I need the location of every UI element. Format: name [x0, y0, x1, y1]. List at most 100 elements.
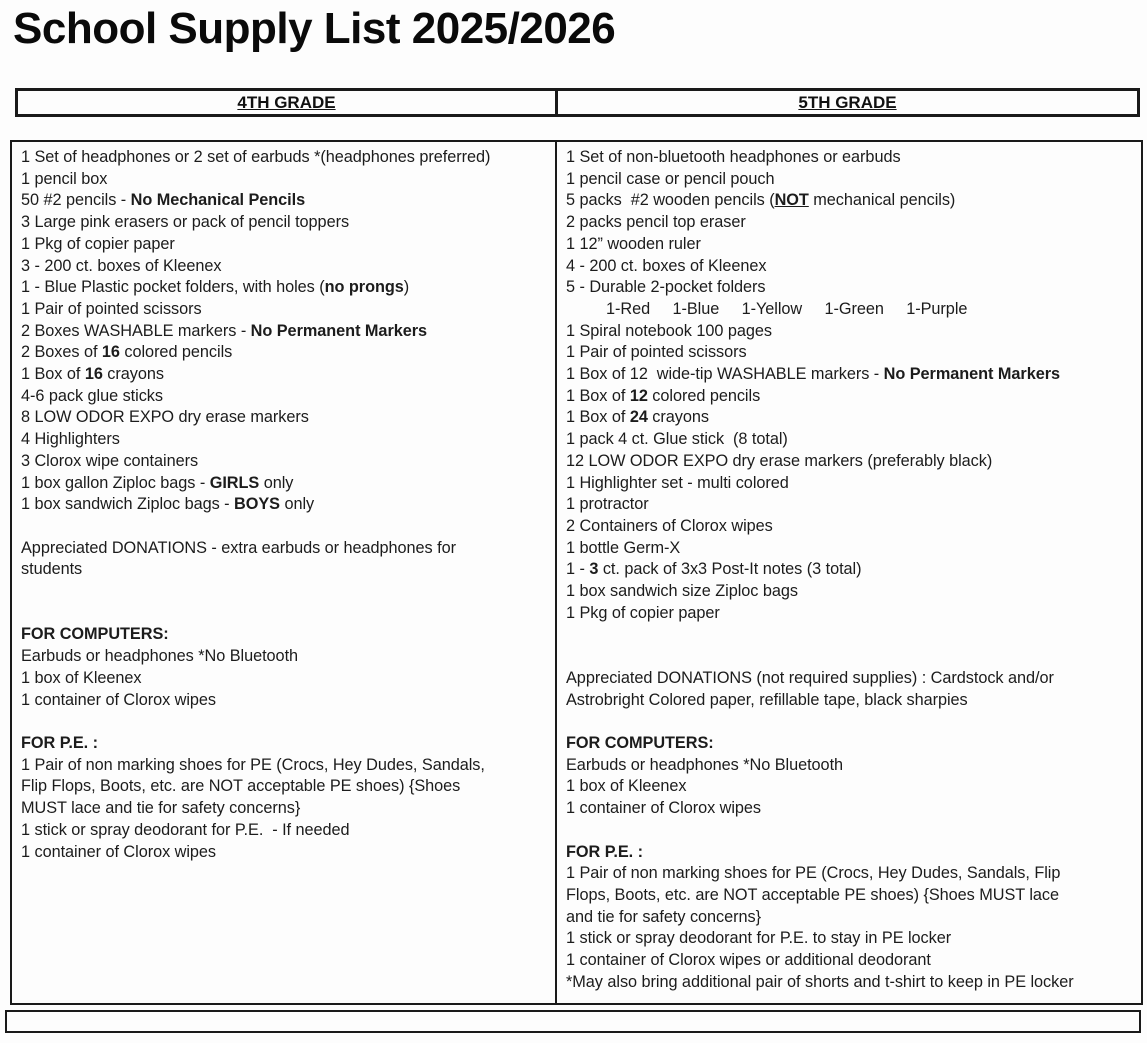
supply-line: 8 LOW ODOR EXPO dry erase markers	[21, 407, 547, 429]
grade5-column: 1 Set of non-bluetooth headphones or ear…	[557, 142, 1141, 1003]
supply-line: 1 box of Kleenex	[21, 668, 547, 690]
supply-line-segment: No Permanent Markers	[250, 321, 428, 340]
supply-line-segment: crayons	[102, 365, 164, 384]
supply-line-segment: 1 Box of	[21, 365, 85, 384]
supply-line-segment: 16	[101, 343, 120, 362]
supply-line: 1 pencil case or pencil pouch	[566, 169, 1133, 191]
supply-line: 1 Set of non-bluetooth headphones or ear…	[566, 147, 1133, 169]
supply-line	[566, 820, 1133, 842]
supply-line: 1 pack 4 ct. Glue stick (8 total)	[566, 429, 1133, 451]
supply-line-segment: 1 Box of	[566, 386, 630, 405]
supply-line-segment: only	[259, 473, 294, 492]
supply-line	[21, 711, 547, 733]
supply-line: 1 box gallon Ziploc bags - GIRLS only	[21, 473, 547, 495]
supply-line: 1 pencil box	[21, 169, 547, 191]
supply-line-segment: 5 packs #2 wooden pencils (	[566, 191, 775, 210]
supply-line: 5 packs #2 wooden pencils (NOT mechanica…	[566, 190, 1133, 212]
supply-line: 1 Pair of non marking shoes for PE (Croc…	[21, 755, 547, 777]
supply-line: 5 - Durable 2-pocket folders	[566, 277, 1133, 299]
supply-line-segment: 12	[629, 386, 648, 405]
supply-line-segment: 1 Pair of pointed scissors	[21, 299, 202, 318]
supply-line: *May also bring additional pair of short…	[566, 972, 1133, 994]
supply-line-segment: Flops, Boots, etc. are NOT acceptable PE…	[566, 885, 1060, 904]
supply-line: 1 container of Clorox wipes	[566, 798, 1133, 820]
supply-line-segment: 1 Pair of pointed scissors	[566, 343, 747, 362]
supply-line: 1 Pair of non marking shoes for PE (Croc…	[566, 863, 1133, 885]
supply-line: 1 container of Clorox wipes	[21, 690, 547, 712]
supply-line-segment: 1 container of Clorox wipes	[21, 690, 217, 709]
supply-line-segment: 4 Highlighters	[21, 430, 120, 449]
supply-line-segment: 1 Pkg of copier paper	[21, 234, 175, 253]
supply-line: 2 packs pencil top eraser	[566, 212, 1133, 234]
supply-line	[21, 581, 547, 603]
supply-line-segment: No Permanent Markers	[883, 365, 1061, 384]
supply-line: 1 container of Clorox wipes or additiona…	[566, 950, 1133, 972]
supply-line: Flops, Boots, etc. are NOT acceptable PE…	[566, 885, 1133, 907]
supply-line-segment: 2 Boxes WASHABLE markers -	[21, 321, 251, 340]
supply-line-segment: 4 - 200 ct. boxes of Kleenex	[566, 256, 767, 275]
supply-line: FOR P.E. :	[566, 842, 1133, 864]
supply-line-segment: 1 stick or spray deodorant for P.E. - If…	[21, 820, 350, 839]
supply-line: 1 bottle Germ-X	[566, 538, 1133, 560]
supply-line-segment: 1 stick or spray deodorant for P.E. to s…	[566, 929, 952, 948]
supply-line-segment: Astrobright Colored paper, refillable ta…	[566, 690, 968, 709]
supply-line-segment: Appreciated DONATIONS (not required supp…	[566, 668, 1054, 687]
supply-line: 4 - 200 ct. boxes of Kleenex	[566, 256, 1133, 278]
supply-line-segment: Flip Flops, Boots, etc. are NOT acceptab…	[21, 777, 461, 796]
supply-line-segment: colored pencils	[119, 343, 233, 362]
supply-line: 3 Large pink erasers or pack of pencil t…	[21, 212, 547, 234]
supply-line-segment: 4-6 pack glue sticks	[21, 386, 163, 405]
supply-line-segment: GIRLS	[209, 473, 260, 492]
supply-line: 1 Box of 12 colored pencils	[566, 386, 1133, 408]
supply-line: 1 box sandwich Ziploc bags - BOYS only	[21, 494, 547, 516]
supply-line-segment: Earbuds or headphones *No Bluetooth	[21, 647, 299, 666]
supply-line-segment: 1 Box of 12 wide-tip WASHABLE markers -	[566, 365, 884, 384]
supply-line: 1 Box of 12 wide-tip WASHABLE markers - …	[566, 364, 1133, 386]
supply-line-segment: crayons	[647, 408, 709, 427]
supply-line-segment: Appreciated DONATIONS - extra earbuds or…	[21, 538, 456, 557]
supply-line: 1 stick or spray deodorant for P.E. to s…	[566, 928, 1133, 950]
supply-line-segment: colored pencils	[647, 386, 761, 405]
supply-line-segment: 1 pencil box	[21, 169, 108, 188]
supply-line: MUST lace and tie for safety concerns}	[21, 798, 547, 820]
supply-line: 1 Pair of pointed scissors	[566, 342, 1133, 364]
grade5-header-label: 5TH GRADE	[798, 92, 897, 112]
page-title: School Supply List 2025/2026	[13, 4, 616, 53]
supply-line	[566, 711, 1133, 733]
supply-line-segment: FOR P.E. :	[566, 842, 644, 861]
supply-line	[566, 646, 1133, 668]
supply-line-segment: 1 Pair of non marking shoes for PE (Croc…	[21, 755, 485, 774]
supply-line: Appreciated DONATIONS - extra earbuds or…	[21, 538, 547, 560]
supply-line-segment: 3 Clorox wipe containers	[21, 451, 199, 470]
supply-line: Astrobright Colored paper, refillable ta…	[566, 690, 1133, 712]
supply-line-segment: *May also bring additional pair of short…	[566, 972, 1074, 991]
supply-line-segment: 1 box sandwich Ziploc bags -	[21, 495, 235, 514]
supply-line	[566, 624, 1133, 646]
supply-line: 1 protractor	[566, 494, 1133, 516]
supply-line: Earbuds or headphones *No Bluetooth	[21, 646, 547, 668]
supply-line-segment: 1 bottle Germ-X	[566, 538, 681, 557]
supply-line: 1 - 3 ct. pack of 3x3 Post-It notes (3 t…	[566, 559, 1133, 581]
supply-line-segment: 2 packs pencil top eraser	[566, 213, 746, 232]
supply-line-segment: 2 Boxes of	[21, 343, 102, 362]
supply-line-segment: 1 box of Kleenex	[21, 668, 142, 687]
supply-line-segment: 2 Containers of Clorox wipes	[566, 516, 773, 535]
supply-line-segment: no prongs	[324, 278, 404, 297]
supply-line-segment: only	[279, 495, 315, 514]
supply-line-segment: 12 LOW ODOR EXPO dry erase markers (pref…	[566, 451, 993, 470]
footer-empty-row	[5, 1010, 1141, 1033]
supply-line-segment: Earbuds or headphones *No Bluetooth	[566, 755, 844, 774]
supply-table: 1 Set of headphones or 2 set of earbuds …	[10, 140, 1143, 1005]
supply-line-segment: )	[403, 278, 410, 297]
supply-line-segment: 1 - Blue Plastic pocket folders, with ho…	[21, 278, 325, 297]
supply-line-segment: 1 -	[566, 560, 590, 579]
supply-line: 4-6 pack glue sticks	[21, 386, 547, 408]
header-cell-5th-grade: 5TH GRADE	[558, 91, 1137, 114]
header-cell-4th-grade: 4TH GRADE	[18, 91, 558, 114]
supply-line: 2 Containers of Clorox wipes	[566, 516, 1133, 538]
supply-line-segment: 1-Red 1-Blue 1-Yellow 1-Green 1-Purple	[606, 299, 968, 318]
supply-line-segment: No Mechanical Pencils	[130, 191, 306, 210]
supply-line: 3 Clorox wipe containers	[21, 451, 547, 473]
supply-line-segment: students	[21, 560, 83, 579]
supply-line	[21, 516, 547, 538]
